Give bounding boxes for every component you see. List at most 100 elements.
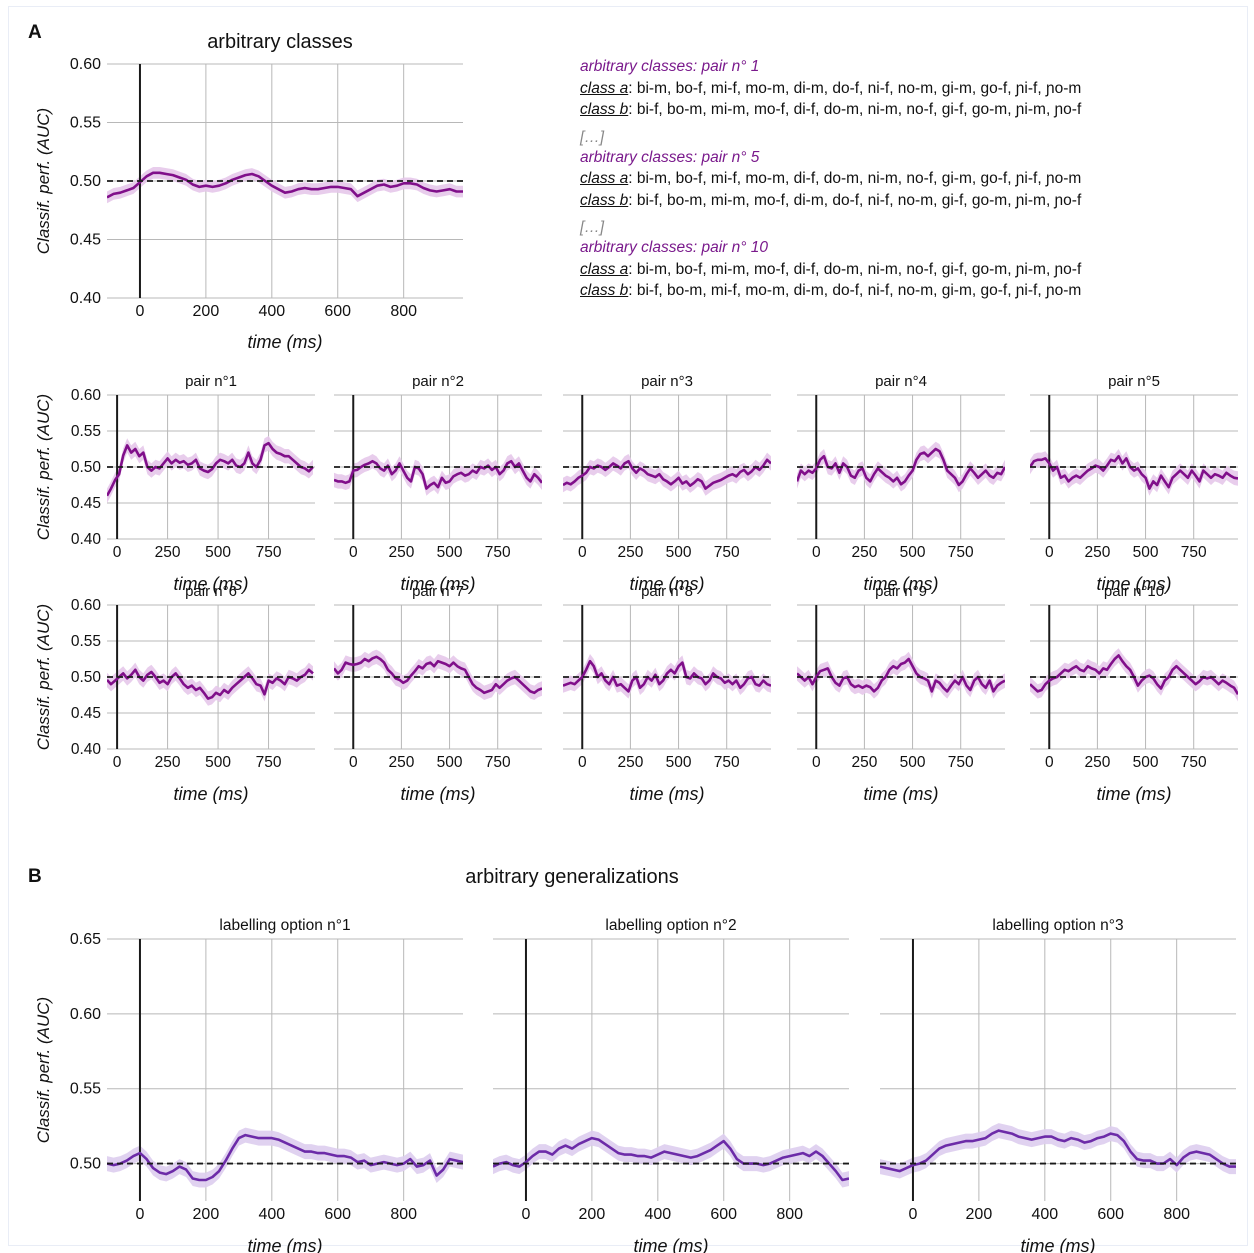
subplot-title: pair n°2: [412, 373, 464, 390]
legend-class-b: class b: bi-f, bo-m, mi-m, mo-f, di-f, d…: [580, 99, 1240, 121]
subplot-title: pair n°4: [875, 373, 927, 390]
class-a-list: : bi-m, bo-f, mi-m, mo-f, di-f, do-m, ni…: [628, 260, 1082, 278]
x-tick-label: 750: [714, 754, 740, 771]
x-tick-label: 0: [136, 303, 145, 320]
x-tick-label: 750: [485, 754, 511, 771]
subplot-title: pair n°3: [641, 373, 693, 390]
x-tick-label: 250: [1084, 754, 1110, 771]
chart-pair-7: 0 250 500 750 time (ms) pair n°7: [334, 583, 542, 804]
y-tick-label: 0.45: [70, 232, 101, 249]
x-tick-label: 800: [390, 303, 417, 320]
x-tick-label: 500: [437, 544, 463, 561]
x-tick-label: 800: [1163, 1206, 1190, 1223]
y-tick-label: 0.45: [71, 495, 101, 512]
x-tick-label: 250: [388, 544, 414, 561]
confidence-band: [107, 1127, 463, 1188]
x-axis-label: time (ms): [174, 784, 249, 804]
class-b-label: class b: [580, 101, 629, 118]
x-tick-label: 500: [900, 544, 926, 561]
chart-pair-8: 0 250 500 750 time (ms) pair n°8: [563, 583, 771, 804]
x-tick-label: 400: [258, 1206, 285, 1223]
class-a-list: : bi-m, bo-f, mi-f, mo-m, di-f, do-m, ni…: [628, 170, 1082, 187]
chart-option-1: 0 200 400 600 800 0.50 0.55 0.60 0.65 Classif. pe…: [34, 917, 463, 1253]
legend-block-5: arbitrary classes: pair n° 5 class a: bi…: [580, 147, 1240, 212]
x-tick-label: 0: [909, 1206, 918, 1223]
subplot-title: pair n°1: [185, 373, 237, 390]
class-a-label: class a: [580, 79, 629, 97]
class-b-list: : bi-f, bo-m, mi-m, mo-f, di-f, do-m, ni…: [628, 101, 1082, 118]
x-axis-label: time (ms): [634, 1236, 709, 1253]
subplot-title: pair n°6: [185, 583, 237, 600]
plot-area: [1030, 395, 1238, 539]
legend-title: arbitrary classes: pair n° 10: [580, 239, 768, 256]
x-tick-label: 400: [644, 1206, 671, 1223]
y-axis-label: Classif. perf. (AUC): [34, 394, 53, 540]
x-axis-label: time (ms): [401, 784, 476, 804]
legend-title: arbitrary classes: pair n° 5: [580, 148, 760, 166]
plot-area: [563, 395, 771, 539]
auc-series-line: [107, 441, 314, 497]
legend-class-a: class a: bi-m, bo-f, mi-m, mo-f, di-f, d…: [580, 259, 1240, 281]
y-tick-label: 0.55: [71, 423, 101, 440]
x-tick-label: 750: [714, 544, 740, 561]
confidence-band: [880, 1123, 1236, 1179]
x-tick-label: 500: [205, 544, 231, 561]
x-tick-label: 500: [900, 754, 926, 771]
auc-series-line: [107, 171, 463, 199]
y-tick-label: 0.50: [70, 173, 101, 190]
confidence-band: [334, 649, 542, 700]
x-axis-label: time (ms): [1097, 574, 1172, 594]
y-axis-label: Classif. perf. (AUC): [34, 108, 53, 254]
x-axis-label: time (ms): [174, 574, 249, 594]
x-tick-label: 0: [522, 1206, 531, 1223]
x-tick-label: 600: [324, 303, 351, 320]
confidence-band: [1030, 449, 1238, 496]
x-tick-label: 200: [193, 303, 220, 320]
legend-ellipsis: […]: [580, 219, 605, 236]
chart-option-3: 0 200 400 600 800 time (ms) labelling option n…: [880, 917, 1236, 1253]
class-a-list: : bi-m, bo-f, mi-f, mo-m, di-m, do-f, ni…: [628, 79, 1082, 97]
legend-class-b: class b: bi-f, bo-m, mi-f, mo-m, di-m, d…: [580, 280, 1240, 302]
chart-top-main: 0 200 400 600 800 0.40 0.45 0.50 0.55 0.60 Classif…: [34, 56, 463, 352]
panel-label-a: A: [28, 22, 42, 43]
subplot-title: pair n°9: [875, 583, 927, 600]
x-tick-label: 0: [113, 754, 122, 771]
subplot-title: pair n°10: [1104, 583, 1164, 600]
confidence-band: [334, 454, 542, 496]
section-title-top: arbitrary classes: [207, 31, 353, 53]
pair-legend: arbitrary classes: pair n° 1 class a: bi…: [580, 56, 1240, 304]
x-tick-label: 250: [155, 544, 181, 561]
x-tick-label: 600: [324, 1206, 351, 1223]
y-tick-label: 0.40: [71, 741, 102, 758]
x-tick-label: 500: [666, 544, 692, 561]
x-tick-label: 250: [155, 754, 181, 771]
x-tick-label: 500: [1133, 544, 1159, 561]
panel-label-b: B: [28, 866, 42, 887]
plot-area: [797, 395, 1005, 539]
class-b-label: class b: [580, 282, 629, 299]
confidence-band: [797, 651, 1005, 699]
y-tick-label: 0.60: [71, 387, 102, 404]
x-tick-label: 0: [812, 544, 821, 561]
x-axis-label: time (ms): [401, 574, 476, 594]
legend-title: arbitrary classes: pair n° 1: [580, 58, 760, 75]
class-b-list: : bi-f, bo-m, mi-m, mo-f, di-m, do-f, ni…: [628, 191, 1082, 209]
plot-area: [797, 605, 1005, 749]
x-axis-label: time (ms): [864, 574, 939, 594]
x-tick-label: 200: [579, 1206, 606, 1223]
x-tick-label: 250: [1084, 544, 1110, 561]
y-tick-label: 0.40: [70, 290, 101, 307]
y-tick-label: 0.55: [70, 115, 101, 132]
y-tick-label: 0.60: [70, 56, 101, 73]
auc-series-line: [563, 458, 771, 490]
plot-area: [107, 939, 463, 1201]
auc-series-line: [107, 1133, 463, 1182]
chart-grid: 0 200 400 600 800 0.40 0.45 0.50 0.55 0.60 Classif…: [34, 56, 1238, 1253]
x-tick-label: 200: [193, 1206, 220, 1223]
chart-pair-3: 0 250 500 750 time (ms) pair n°3: [563, 373, 771, 594]
x-axis-label: time (ms): [1097, 784, 1172, 804]
legend-ellipsis: […]: [580, 128, 605, 146]
x-tick-label: 0: [113, 544, 122, 561]
y-axis-label: Classif. perf. (AUC): [34, 604, 53, 750]
